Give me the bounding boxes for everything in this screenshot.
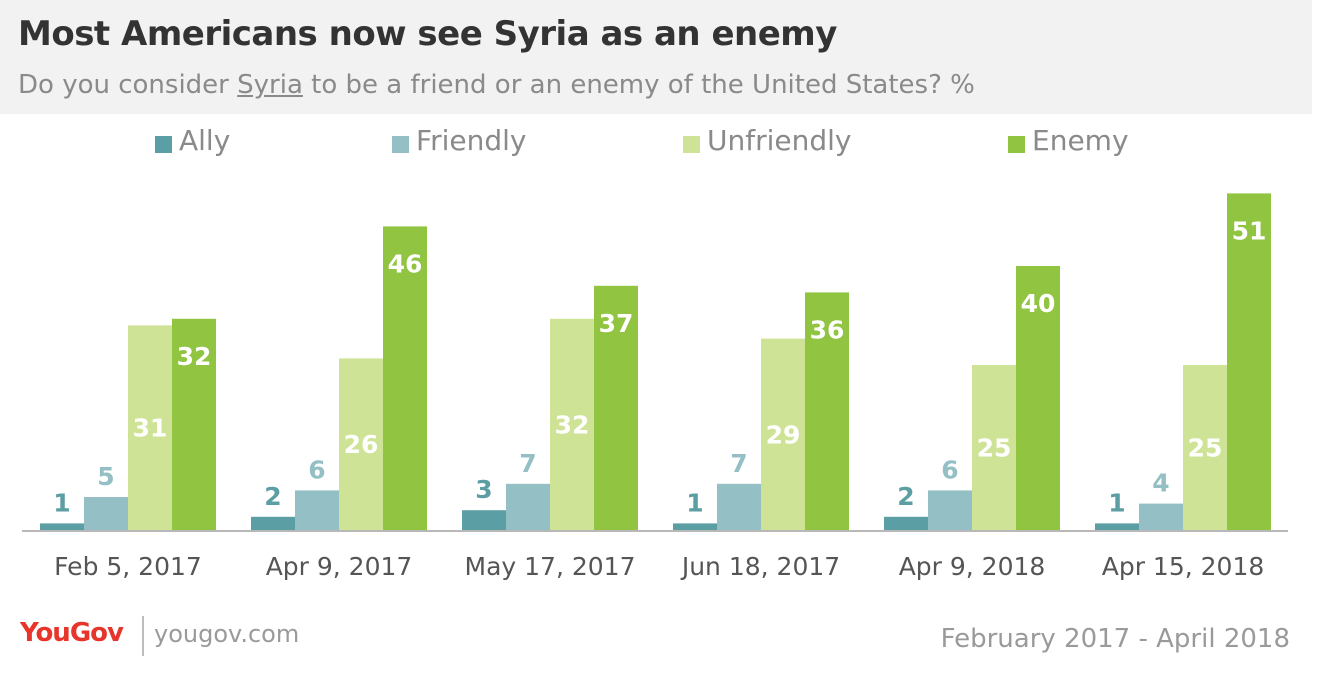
bar-enemy-0: [172, 318, 216, 530]
data-label-ally-4: 2: [897, 482, 914, 511]
category-label-2: May 17, 2017: [465, 552, 636, 581]
legend-swatch-enemy: [1008, 136, 1025, 153]
bar-friendly-5: [1139, 503, 1183, 530]
legend-label-enemy: Enemy: [1032, 124, 1129, 157]
bar-enemy-1: [383, 226, 427, 530]
subtitle-underlined-word: Syria: [237, 70, 303, 100]
bar-ally-5: [1095, 523, 1139, 530]
legend-label-ally: Ally: [179, 124, 231, 157]
category-label-0: Feb 5, 2017: [54, 552, 202, 581]
footer-divider: [142, 616, 144, 656]
category-label-4: Apr 9, 2018: [899, 552, 1046, 581]
bar-ally-4: [884, 516, 928, 530]
bar-ally-0: [40, 523, 84, 530]
bar-ally-3: [673, 523, 717, 530]
data-label-enemy-4: 40: [1021, 289, 1056, 318]
bar-unfriendly-5: [1183, 365, 1227, 530]
data-label-ally-2: 3: [475, 475, 492, 504]
data-label-friendly-3: 7: [730, 449, 747, 478]
footer-date-range: February 2017 - April 2018: [940, 624, 1290, 654]
bar-ally-1: [251, 516, 295, 530]
data-label-unfriendly-4: 25: [977, 434, 1012, 463]
bar-unfriendly-4: [972, 365, 1016, 530]
data-label-enemy-1: 46: [388, 249, 423, 278]
bar-unfriendly-3: [761, 338, 805, 530]
data-label-friendly-5: 4: [1152, 469, 1169, 498]
bar-friendly-4: [928, 490, 972, 530]
bar-friendly-0: [84, 497, 128, 530]
bar-enemy-5: [1227, 193, 1271, 530]
header-panel: Most Americans now see Syria as an enemy…: [0, 0, 1312, 114]
yougov-logo: YouGov: [20, 618, 124, 648]
data-label-enemy-5: 51: [1232, 216, 1267, 245]
subtitle-text-after: to be a friend or an enemy of the United…: [302, 70, 975, 100]
data-label-unfriendly-5: 25: [1188, 434, 1223, 463]
bar-unfriendly-1: [339, 358, 383, 530]
data-label-unfriendly-1: 26: [344, 430, 379, 459]
bar-enemy-3: [805, 292, 849, 530]
data-label-ally-1: 2: [264, 482, 281, 511]
data-label-friendly-2: 7: [519, 449, 536, 478]
data-label-ally-5: 1: [1108, 488, 1125, 517]
data-label-friendly-1: 6: [308, 455, 325, 484]
data-label-enemy-0: 32: [177, 342, 212, 371]
category-label-5: Apr 15, 2018: [1102, 552, 1265, 581]
data-label-friendly-0: 5: [97, 462, 114, 491]
bar-unfriendly-0: [128, 325, 172, 530]
bar-enemy-2: [594, 285, 638, 530]
bar-friendly-3: [717, 483, 761, 530]
legend-swatch-ally: [155, 136, 172, 153]
legend-label-unfriendly: Unfriendly: [707, 124, 852, 157]
bar-friendly-2: [506, 483, 550, 530]
chart-subtitle: Do you consider Syria to be a friend or …: [18, 70, 975, 100]
chart-title: Most Americans now see Syria as an enemy: [18, 14, 837, 54]
bar-enemy-4: [1016, 266, 1060, 530]
legend-swatch-unfriendly: [683, 136, 700, 153]
bar-unfriendly-2: [550, 318, 594, 530]
data-label-unfriendly-0: 31: [133, 414, 168, 443]
data-label-friendly-4: 6: [941, 455, 958, 484]
data-label-unfriendly-3: 29: [766, 420, 801, 449]
data-label-enemy-3: 36: [810, 315, 845, 344]
data-label-ally-3: 1: [686, 488, 703, 517]
data-label-unfriendly-2: 32: [555, 410, 590, 439]
category-label-3: Jun 18, 2017: [680, 552, 840, 581]
bar-ally-2: [462, 510, 506, 530]
legend-swatch-friendly: [392, 136, 409, 153]
data-label-ally-0: 1: [53, 488, 70, 517]
legend-label-friendly: Friendly: [416, 124, 527, 157]
chart-legend: Ally Friendly Unfriendly Enemy: [0, 122, 1318, 162]
footer-url: yougov.com: [154, 620, 300, 648]
bar-friendly-1: [295, 490, 339, 530]
data-label-enemy-2: 37: [599, 309, 634, 338]
subtitle-text-before: Do you consider: [18, 70, 238, 100]
category-label-1: Apr 9, 2017: [266, 552, 413, 581]
